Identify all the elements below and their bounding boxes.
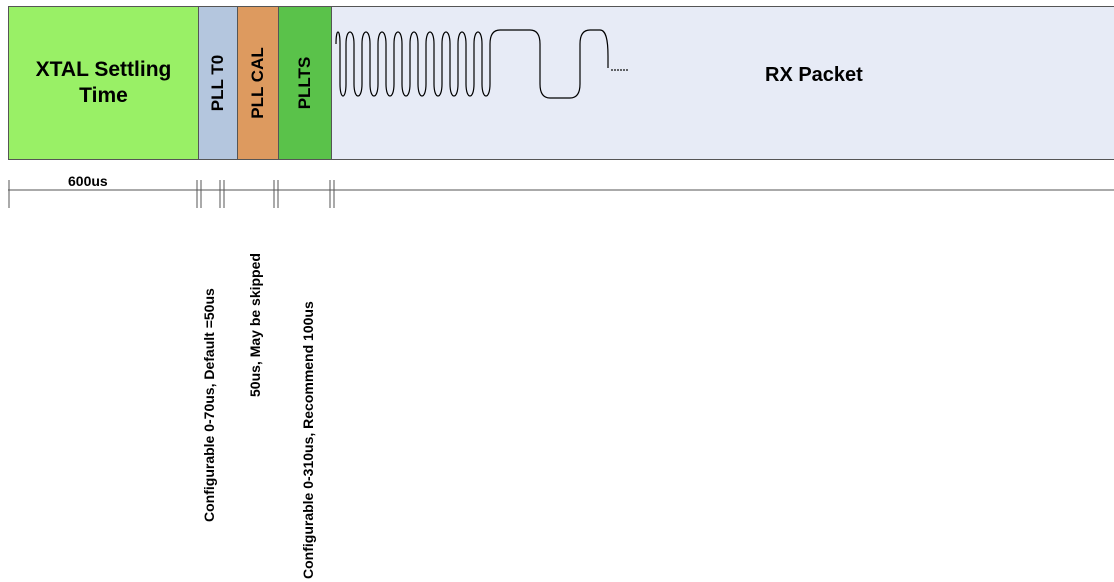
rx-packet-label: RX Packet <box>765 64 863 86</box>
pll-cal-note: 50us, May be skipped <box>247 253 263 397</box>
waveform-ellipsis <box>611 69 628 71</box>
pllts-note: Configurable 0-310us, Recommend 100us <box>300 301 316 579</box>
pll-t0-note: Configurable 0-70us, Default =50us <box>201 288 217 522</box>
xtal-settling-block: XTAL Settling Time <box>8 6 199 160</box>
xtal-duration-label: 600us <box>68 173 108 189</box>
timeline-break-marks <box>196 180 335 208</box>
xtal-settling-label: XTAL Settling Time <box>35 58 172 107</box>
pllts-block: PLLTS <box>278 6 332 160</box>
rx-waveform <box>335 29 609 99</box>
pll-cal-block: PLL CAL <box>237 6 279 160</box>
